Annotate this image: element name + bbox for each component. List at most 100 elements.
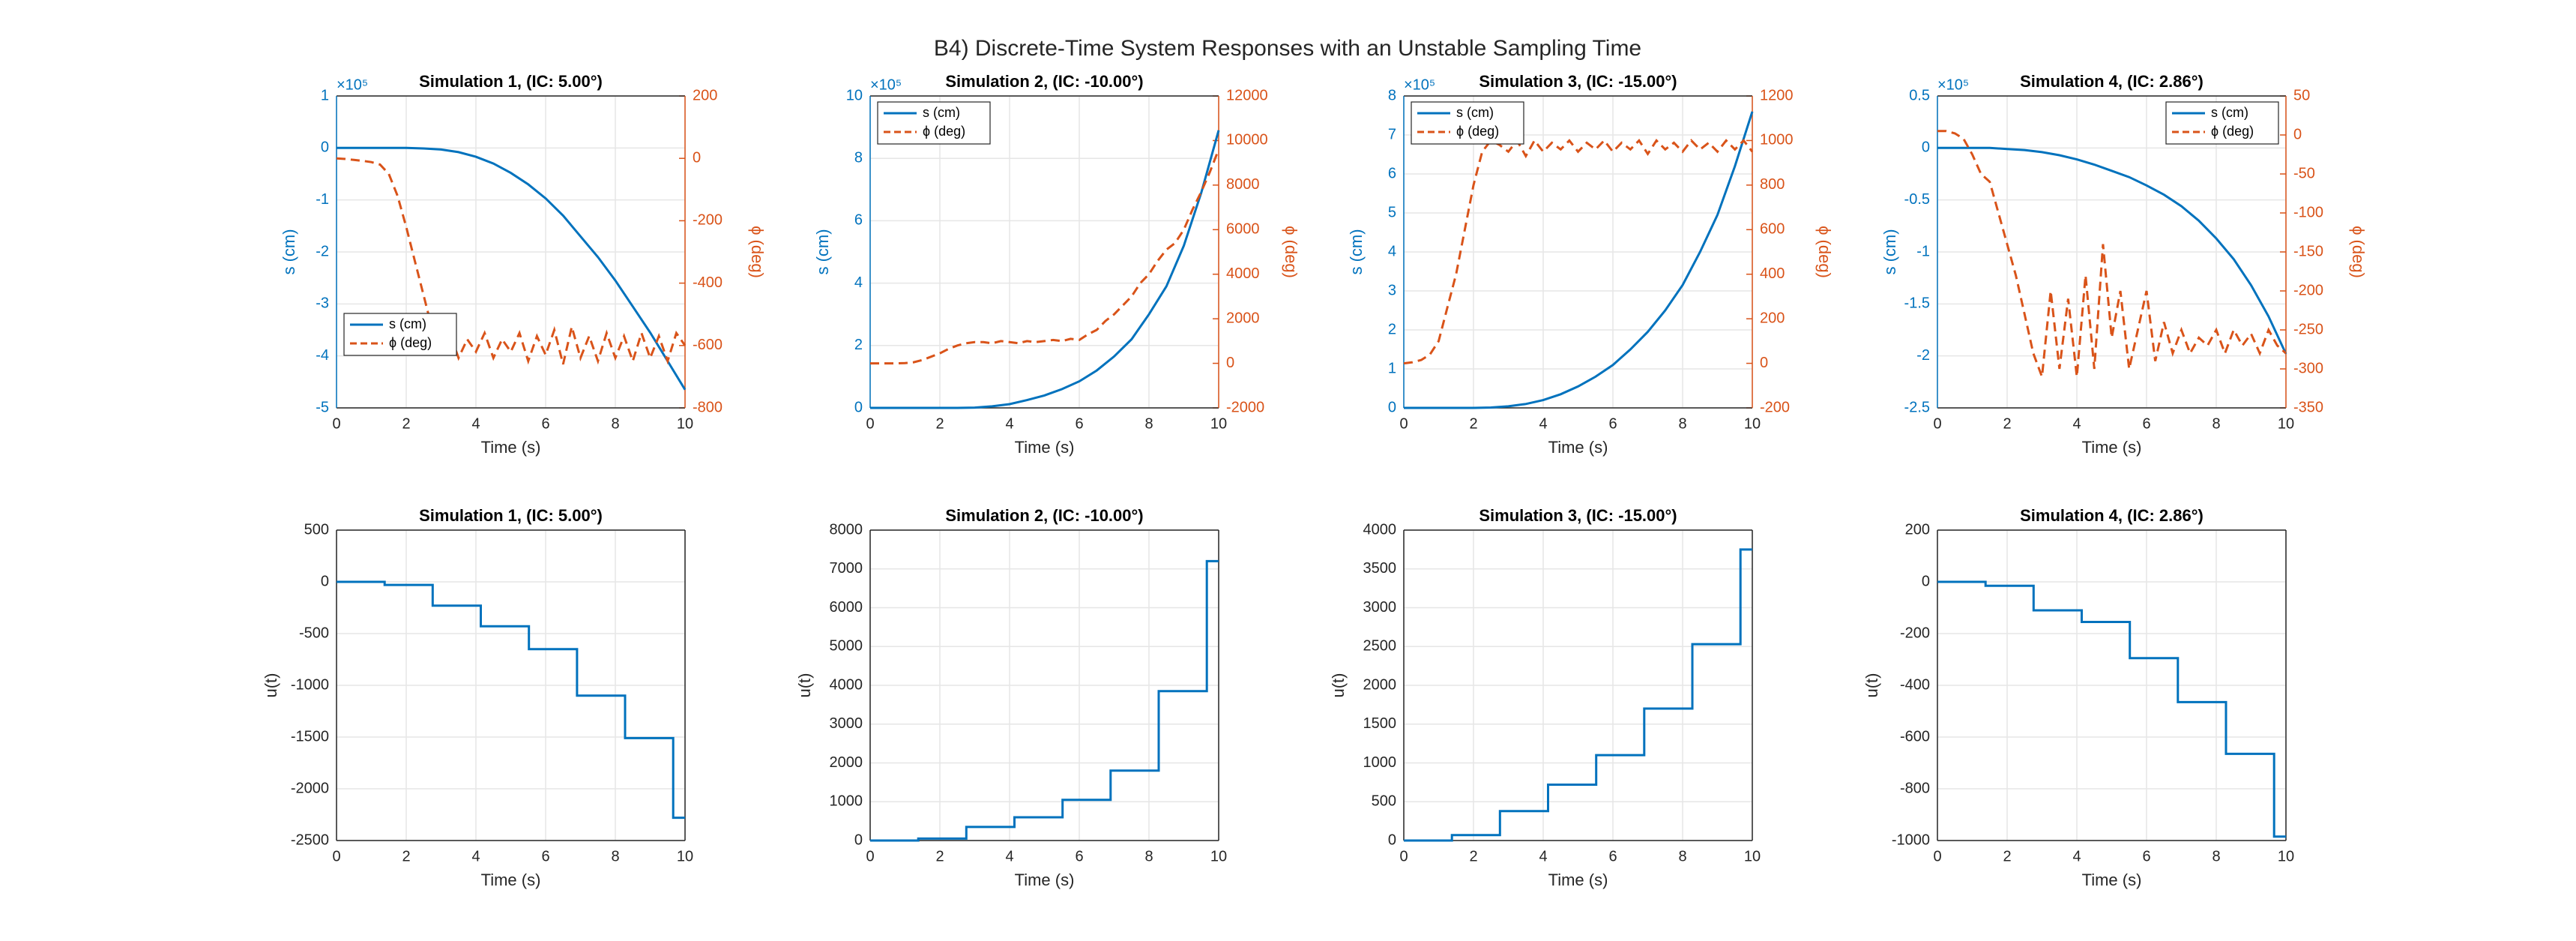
y2-axis-label: ϕ (deg)	[2349, 226, 2368, 278]
subplot-title: Simulation 1, (IC: 5.00°)	[419, 72, 603, 91]
y-tick-label: -600	[1900, 728, 1930, 745]
legend-label: s (cm)	[2211, 105, 2248, 120]
y2-tick-label: 600	[1760, 221, 1785, 238]
subplot-title: Simulation 4, (IC: 2.86°)	[2020, 506, 2204, 525]
subplot: 0 2 4 6 8 10 -2.5 -2 -1.5 -1 -0.5 0 0.5 -350 -300 -250 -…	[1880, 72, 2368, 457]
y2-tick-label: 200	[1760, 310, 1785, 326]
y-tick-label: -1500	[291, 728, 329, 745]
subplot-title: Simulation 1, (IC: 5.00°)	[419, 506, 603, 525]
y2-tick-label: -300	[2293, 360, 2323, 376]
x-tick-label: 4	[471, 848, 480, 865]
y-tick-label: -2	[316, 243, 329, 259]
y-tick-label: 4	[854, 274, 863, 291]
y-exponent: ×10⁵	[1404, 76, 1435, 93]
y-tick-label: -1000	[291, 676, 329, 693]
subplot: 0 2 4 6 8 10 0 1000 2000 3000 4000 5000 6000 7000 8000…	[795, 506, 1227, 889]
y-tick-label: -2500	[291, 832, 329, 848]
x-tick-label: 2	[2003, 848, 2011, 865]
x-tick-label: 0	[1399, 848, 1408, 865]
x-axis-label: Time (s)	[481, 438, 541, 457]
y-tick-label: -2.5	[1904, 399, 1930, 415]
y2-tick-label: 400	[1760, 265, 1785, 282]
y2-tick-label: -800	[693, 399, 723, 415]
subplot-title: Simulation 3, (IC: -15.00°)	[1479, 72, 1677, 91]
stairs-line	[337, 580, 685, 820]
x-tick-label: 4	[1539, 848, 1547, 865]
y2-tick-label: 6000	[1226, 221, 1260, 238]
x-axis-label: Time (s)	[2082, 871, 2142, 889]
legend-label: s (cm)	[389, 316, 426, 331]
y-tick-label: -3	[316, 295, 329, 312]
y-tick-label: 0	[854, 832, 863, 848]
legend-box	[877, 101, 991, 145]
y2-tick-label: 2000	[1226, 310, 1260, 326]
series-line	[337, 146, 687, 391]
y2-tick-label: 0	[1760, 355, 1768, 371]
y-tick-label: 3000	[1363, 599, 1397, 616]
legend-label: ϕ (deg)	[923, 124, 965, 139]
x-tick-label: 0	[332, 415, 340, 432]
y2-tick-label: -2000	[1226, 399, 1264, 415]
y2-tick-label: 0	[693, 149, 701, 166]
x-tick-label: 0	[332, 848, 340, 865]
y-tick-label: 0	[1922, 573, 1930, 589]
x-tick-label: 10	[1210, 415, 1227, 432]
y-tick-label: -1000	[1892, 832, 1930, 848]
subplot: 0 2 4 6 8 100246810-2000020004000600080001000…	[813, 72, 1300, 457]
y-tick-label: 6	[854, 212, 863, 229]
y-tick-label: 5000	[830, 638, 863, 655]
y-tick-label: -200	[1900, 625, 1930, 641]
y2-tick-label: -250	[2293, 321, 2323, 337]
figure-title: B4) Discrete-Time System Responses with …	[934, 36, 1641, 61]
series-line	[1937, 130, 2287, 377]
y-tick-label: 0	[854, 399, 863, 415]
stairs-line	[870, 559, 1219, 842]
series-line	[1403, 138, 1754, 365]
x-tick-label: 6	[541, 848, 549, 865]
y2-tick-label: 800	[1760, 176, 1785, 193]
y-axis-label: s (cm)	[280, 229, 298, 274]
x-tick-label: 6	[2142, 848, 2150, 865]
series-line	[336, 157, 687, 365]
x-tick-label: 8	[611, 848, 619, 865]
y-tick-label: -5	[316, 399, 329, 415]
x-tick-label: 10	[1744, 848, 1761, 865]
y-tick-label: 7000	[830, 560, 863, 577]
x-tick-label: 10	[677, 415, 693, 432]
y2-axis-label: ϕ (deg)	[1815, 226, 1834, 278]
y-tick-label: -400	[1900, 676, 1930, 693]
legend-box	[2165, 101, 2279, 145]
stairs-line	[1937, 580, 2286, 838]
y-axis-label: u(t)	[1862, 673, 1881, 698]
y-tick-label: 6	[1388, 165, 1396, 181]
x-axis-label: Time (s)	[1015, 871, 1075, 889]
y2-tick-label: 0	[2293, 126, 2302, 142]
x-tick-label: 2	[402, 848, 410, 865]
legend-label: s (cm)	[923, 105, 960, 120]
y-tick-label: 1	[1388, 360, 1396, 376]
y-tick-label: 0	[1922, 139, 1930, 156]
y-tick-label: 1500	[1363, 715, 1397, 732]
x-tick-label: 10	[2278, 415, 2294, 432]
x-axis-label: Time (s)	[1548, 871, 1608, 889]
y-tick-label: 5	[1388, 204, 1396, 220]
x-tick-label: 2	[2003, 415, 2011, 432]
y2-tick-label: -50	[2293, 165, 2315, 181]
y-tick-label: -800	[1900, 780, 1930, 796]
legend-label: ϕ (deg)	[2211, 124, 2254, 139]
y2-tick-label: 0	[1226, 355, 1234, 371]
y-tick-label: -1.5	[1904, 295, 1930, 312]
x-tick-label: 4	[471, 415, 480, 432]
x-tick-label: 10	[2278, 848, 2294, 865]
y-tick-label: 1	[321, 87, 329, 103]
legend-label: ϕ (deg)	[389, 335, 432, 350]
x-tick-label: 0	[866, 848, 874, 865]
y-tick-label: 2000	[1363, 676, 1397, 693]
legend-label: ϕ (deg)	[1456, 124, 1499, 139]
y2-tick-label: -600	[693, 337, 723, 353]
y2-tick-label: 8000	[1226, 176, 1260, 193]
x-tick-label: 6	[1608, 848, 1617, 865]
x-tick-label: 0	[1399, 415, 1408, 432]
x-tick-label: 0	[866, 415, 874, 432]
y2-tick-label: 1000	[1760, 132, 1794, 148]
